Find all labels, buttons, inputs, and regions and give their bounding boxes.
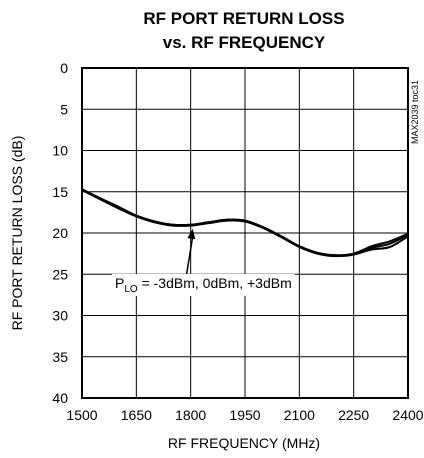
y-tick-label-1: 5	[60, 101, 68, 117]
y-tick-label-4: 20	[52, 225, 68, 241]
plot-frame	[81, 67, 409, 399]
y-tick-label-0: 0	[60, 60, 68, 76]
x-tick-label-6: 2400	[392, 407, 423, 423]
annotation-arrowhead	[187, 228, 196, 240]
y-tick-label-5: 25	[52, 266, 68, 282]
figure-id-note: MAX2039 toc31	[410, 80, 420, 144]
x-tick-label-0: 1500	[66, 407, 97, 423]
y-tick-labels: 0 5 10 15 20 25 30 35 40	[52, 60, 68, 406]
y-tick-label-7: 35	[52, 349, 68, 365]
y-tick-label-8: 40	[52, 390, 68, 406]
chart-title-line-1: RF PORT RETURN LOSS	[143, 9, 344, 28]
annotation-label: PLO = -3dBm, 0dBm, +3dBm	[115, 275, 292, 295]
x-axis-label: RF FREQUENCY (MHz)	[168, 435, 320, 451]
grid-lines	[81, 67, 409, 399]
series-lines	[81, 188, 409, 258]
annotation-leader-line	[185, 236, 194, 275]
x-tick-label-3: 1950	[229, 407, 260, 423]
x-tick-label-2: 1800	[175, 407, 206, 423]
annotation-p: P	[115, 275, 124, 291]
y-tick-label-6: 30	[52, 308, 68, 324]
x-tick-label-4: 2100	[284, 407, 315, 423]
annotation-background	[112, 274, 295, 296]
annotation-subscript-lo: LO	[124, 284, 138, 295]
series-line-2	[81, 188, 409, 257]
y-tick-label-3: 15	[52, 184, 68, 200]
y-tick-label-2: 10	[52, 143, 68, 159]
x-tick-labels: 1500 1650 1800 1950 2100 2250 2400	[66, 407, 423, 423]
x-tick-label-1: 1650	[121, 407, 152, 423]
annotation-rest: = -3dBm, 0dBm, +3dBm	[138, 275, 292, 291]
chart-title-line-2: vs. RF FREQUENCY	[163, 33, 326, 52]
y-axis-label: RF PORT RETURN LOSS (dB)	[9, 136, 25, 331]
x-tick-label-5: 2250	[338, 407, 369, 423]
